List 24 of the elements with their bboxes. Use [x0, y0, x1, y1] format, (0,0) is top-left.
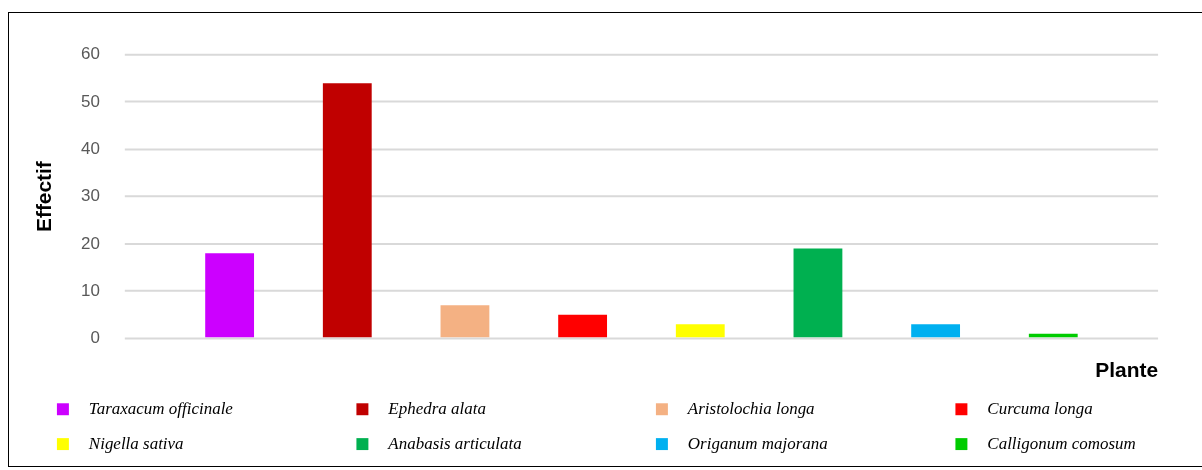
y-tick-label: 30	[80, 186, 100, 206]
legend-label: Aristolochia longa	[686, 398, 815, 418]
y-tick-label: 40	[80, 139, 100, 158]
legend-label: Ephedra alata	[387, 398, 486, 418]
legend-label: Calligonum comosum	[987, 433, 1136, 453]
legend-label: Origanum majorana	[687, 433, 828, 453]
y-tick-label: 50	[80, 91, 100, 111]
bar	[558, 314, 608, 338]
legend-label: Anabasis articulata	[387, 433, 522, 453]
y-tick-label: 20	[80, 233, 100, 253]
bar	[911, 324, 961, 338]
y-tick-label: 0	[90, 328, 100, 348]
legend-label: Nigella sativa	[87, 433, 184, 453]
y-tick-label: 60	[80, 44, 100, 64]
bar	[793, 248, 843, 338]
bar	[440, 305, 490, 338]
legend-label: Taraxacum officinale	[88, 398, 234, 418]
legend-label: Curcuma longa	[987, 398, 1093, 418]
bar	[675, 324, 725, 338]
y-axis-title: Effectif	[32, 160, 56, 232]
x-axis-title: Plante	[1095, 357, 1159, 381]
bar	[322, 83, 372, 338]
bar	[205, 253, 255, 338]
y-tick-label: 10	[80, 280, 100, 300]
